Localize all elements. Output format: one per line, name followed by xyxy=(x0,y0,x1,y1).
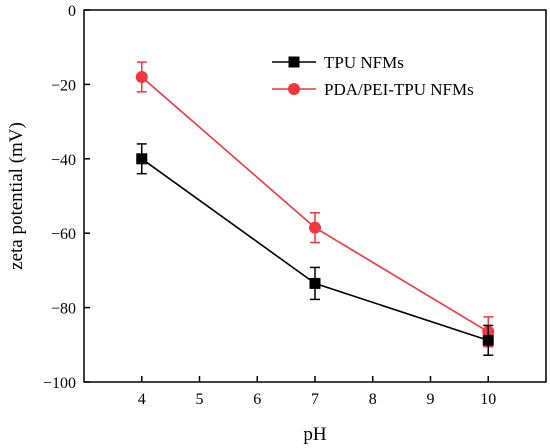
data-point-square xyxy=(482,334,494,346)
y-axis-title: zeta potential (mV) xyxy=(6,122,27,270)
y-tick-label: −20 xyxy=(51,77,76,94)
x-tick-label: 7 xyxy=(311,391,319,408)
data-point-circle xyxy=(135,70,148,83)
legend-marker-circle xyxy=(288,83,300,95)
plot-frame xyxy=(83,9,547,383)
y-axis-ticks: 0 −20 −40 −60 −80 −100 xyxy=(43,3,90,392)
data-point-circle xyxy=(309,221,321,234)
legend-label: PDA/PEI-TPU NFMs xyxy=(324,80,474,99)
x-tick-label: 9 xyxy=(427,391,435,408)
x-tick-label: 4 xyxy=(138,391,146,408)
x-tick-label: 10 xyxy=(480,391,496,408)
series-tpu-nfms xyxy=(136,143,494,356)
legend-marker-square xyxy=(288,56,300,68)
y-tick-label: −60 xyxy=(51,226,76,243)
x-tick-label: 6 xyxy=(253,391,261,408)
y-tick-label: −40 xyxy=(51,152,76,169)
x-tick-label: 5 xyxy=(196,391,204,408)
series-layer xyxy=(135,61,495,356)
legend-label: TPU NFMs xyxy=(324,53,404,72)
data-point-square xyxy=(309,277,321,289)
series-pda-pei-tpu-nfms xyxy=(135,61,495,348)
series-line xyxy=(141,158,489,342)
x-tick-label: 8 xyxy=(369,391,377,408)
x-axis-ticks: 4 5 6 7 8 9 10 xyxy=(138,376,496,408)
y-tick-label: −80 xyxy=(51,301,76,318)
y-tick-label: 0 xyxy=(68,3,76,20)
data-point-square xyxy=(136,153,148,165)
x-axis-title: pH xyxy=(303,424,327,445)
legend: TPU NFMs PDA/PEI-TPU NFMs xyxy=(272,53,474,99)
y-tick-label: −100 xyxy=(43,375,76,392)
